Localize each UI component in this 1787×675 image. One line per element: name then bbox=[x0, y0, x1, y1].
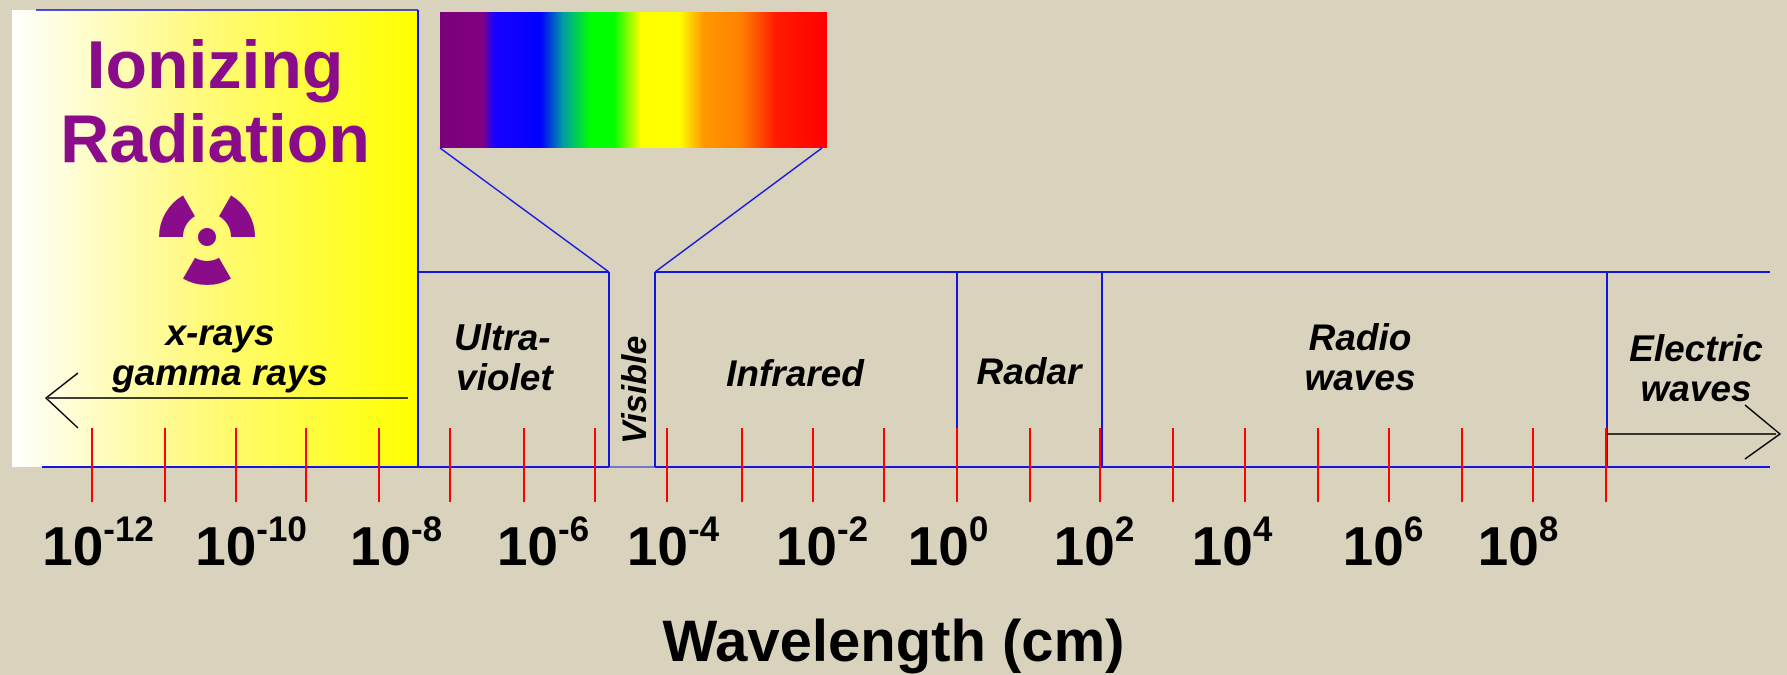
ionizing-title-line2: Radiation bbox=[60, 101, 370, 177]
tick-label: 106 bbox=[1342, 510, 1424, 577]
visible-spectrum-swatch bbox=[440, 12, 827, 148]
electric-line1: Electric bbox=[1629, 328, 1763, 369]
visible-text: Visible bbox=[616, 335, 654, 444]
electric-waves-label: Electric waves bbox=[1612, 329, 1780, 409]
radio-line2: waves bbox=[1304, 357, 1416, 398]
tick-marks bbox=[91, 428, 1607, 502]
gamma-label: gamma rays bbox=[112, 352, 328, 393]
electric-line2: waves bbox=[1640, 368, 1752, 409]
tick-label: 10-6 bbox=[496, 510, 590, 577]
ultraviolet-line1: Ultra- bbox=[454, 317, 551, 358]
xray-label: x-rays bbox=[165, 312, 275, 353]
tick-label: 10-2 bbox=[775, 510, 869, 577]
tick-label: 104 bbox=[1191, 510, 1273, 577]
tick-label: 102 bbox=[1053, 510, 1135, 577]
left-arrow-icon bbox=[44, 372, 408, 429]
radar-label: Radar bbox=[976, 351, 1082, 392]
tick-label: 10-8 bbox=[349, 510, 443, 577]
ionizing-radiation-title: Ionizing Radiation bbox=[12, 28, 418, 176]
ionizing-title-line1: Ionizing bbox=[86, 27, 344, 103]
tick-label: 10-10 bbox=[195, 510, 307, 577]
tick-label: 10-4 bbox=[626, 510, 720, 577]
ultraviolet-label: Ultra- violet bbox=[440, 318, 580, 398]
radio-line1: Radio bbox=[1308, 317, 1412, 358]
xray-gamma-label: x-rays gamma rays bbox=[60, 313, 380, 393]
radio-waves-label: Radio waves bbox=[1260, 318, 1460, 398]
infrared-label: Infrared bbox=[726, 353, 864, 394]
radiation-trefoil-icon bbox=[158, 195, 256, 285]
tick-label: 108 bbox=[1477, 510, 1559, 577]
right-arrow-icon bbox=[1607, 404, 1782, 460]
axis-title: Wavelength (cm) bbox=[662, 609, 1125, 674]
tick-label: 10-12 bbox=[42, 510, 154, 577]
tick-label: 100 bbox=[907, 510, 989, 577]
ultraviolet-line2: violet bbox=[456, 357, 553, 398]
